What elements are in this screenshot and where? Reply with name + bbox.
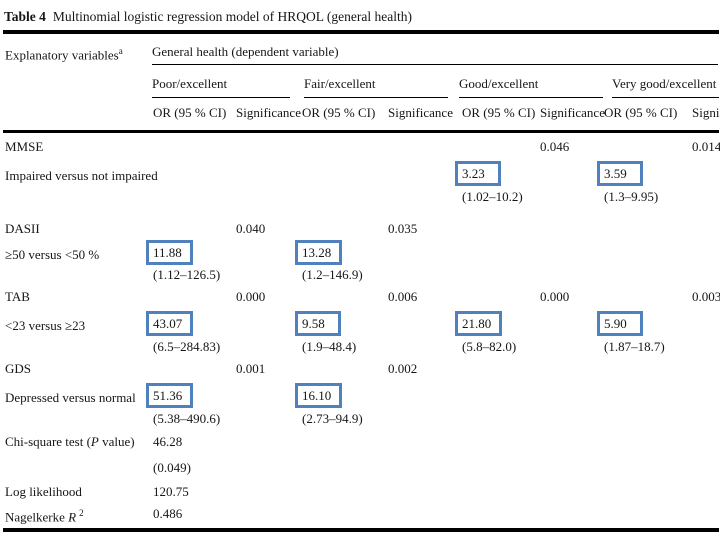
significance-header: Significance — [692, 105, 720, 120]
highlighted-or-value: 51.36 — [146, 383, 194, 408]
row-label: GDS — [5, 361, 32, 376]
statistic-value: 46.28 — [153, 434, 183, 449]
row-label: Impaired versus not impaired — [5, 168, 158, 183]
significance-value: 0.014 — [692, 139, 720, 154]
row-label: Log likelihood — [5, 484, 82, 499]
row-mmse-ci: (1.02–10.2) (1.3–9.95) — [0, 189, 720, 217]
ci-value: (1.9–48.4) — [302, 339, 357, 354]
significance-value: 0.002 — [388, 361, 418, 376]
dependent-variable-underline — [152, 64, 718, 65]
group-header-verygood: Very good/excellent — [612, 76, 719, 98]
highlighted-or-value: 3.59 — [597, 161, 643, 186]
header-rule — [3, 130, 719, 133]
table-caption: Multinomial logistic regression model of… — [52, 9, 412, 24]
ci-value: (1.12–126.5) — [153, 267, 221, 282]
row-log-likelihood: Log likelihood 120.75 — [0, 484, 720, 512]
highlighted-or-value: 9.58 — [295, 311, 341, 336]
row-label: DASII — [5, 221, 40, 236]
row-tab: TAB 0.000 0.006 0.000 0.003 — [0, 289, 720, 317]
significance-value: 0.046 — [540, 139, 570, 154]
ci-value: (1.3–9.95) — [604, 189, 659, 204]
highlighted-or-value: 16.10 — [295, 383, 343, 408]
ci-value: (5.8–82.0) — [462, 339, 517, 354]
row-mmse-impaired: Impaired versus not impaired 3.23 3.59 — [0, 161, 720, 189]
significance-value: 0.000 — [540, 289, 570, 304]
explanatory-variables-label: Explanatory variables — [5, 47, 119, 63]
significance-value: 0.001 — [236, 361, 266, 376]
row-tab-ci: (6.5–284.83) (1.9–48.4) (5.8–82.0) (1.87… — [0, 339, 720, 367]
top-rule — [3, 30, 719, 34]
highlighted-or-value: 13.28 — [295, 240, 343, 265]
row-chi-square-p: (0.049) — [0, 460, 720, 488]
significance-header: Significance — [388, 105, 453, 120]
significance-value: 0.006 — [388, 289, 418, 304]
statistic-value: 120.75 — [153, 484, 189, 499]
ci-value: (6.5–284.83) — [153, 339, 221, 354]
ci-value: (5.38–490.6) — [153, 411, 221, 426]
table-number: Table 4 — [4, 9, 46, 24]
table-title: Table 4 Multinomial logistic regression m… — [4, 9, 412, 25]
significance-header: Significance — [540, 105, 605, 120]
row-label: TAB — [5, 289, 30, 304]
or-ci-header: OR (95 % CI) — [462, 105, 536, 120]
row-dasii: DASII 0.040 0.035 — [0, 221, 720, 249]
dependent-variable-header: General health (dependent variable) — [152, 44, 339, 59]
row-label: MMSE — [5, 139, 44, 154]
ci-value: (1.87–18.7) — [604, 339, 665, 354]
row-dasii-50: ≥50 versus <50 % 11.88 13.28 — [0, 240, 720, 268]
or-ci-header: OR (95 % CI) — [153, 105, 227, 120]
ci-value: (1.2–146.9) — [302, 267, 363, 282]
highlighted-or-value: 43.07 — [146, 311, 194, 336]
significance-value: 0.003 — [692, 289, 720, 304]
statistic-value: (0.049) — [153, 460, 191, 475]
or-ci-header: OR (95 % CI) — [302, 105, 376, 120]
bottom-rule — [3, 528, 719, 532]
significance-header: Significance — [236, 105, 301, 120]
row-dasii-ci: (1.12–126.5) (1.2–146.9) — [0, 267, 720, 295]
row-label: <23 versus ≥23 — [5, 318, 86, 333]
ci-value: (2.73–94.9) — [302, 411, 363, 426]
significance-value: 0.040 — [236, 221, 266, 236]
row-gds-depressed: Depressed versus normal 51.36 16.10 — [0, 383, 720, 411]
highlighted-or-value: 3.23 — [455, 161, 501, 186]
row-mmse: MMSE 0.046 0.014 — [0, 139, 720, 167]
or-ci-header: OR (95 % CI) — [604, 105, 678, 120]
row-label: Chi-square test (P value) — [5, 434, 135, 449]
row-gds-ci: (5.38–490.6) (2.73–94.9) — [0, 411, 720, 439]
statistic-value: 0.486 — [153, 506, 183, 521]
highlighted-or-value: 11.88 — [146, 240, 193, 265]
group-header-poor: Poor/excellent — [152, 76, 290, 98]
group-header-fair: Fair/excellent — [304, 76, 448, 98]
row-label: ≥50 versus <50 % — [5, 247, 100, 262]
highlighted-or-value: 5.90 — [597, 311, 643, 336]
highlighted-or-value: 21.80 — [455, 311, 503, 336]
significance-value: 0.000 — [236, 289, 266, 304]
ci-value: (1.02–10.2) — [462, 189, 523, 204]
row-chi-square: Chi-square test (P value) 46.28 — [0, 434, 720, 462]
row-gds: GDS 0.001 0.002 — [0, 361, 720, 389]
footnote-marker: a — [118, 46, 123, 56]
row-label: Depressed versus normal — [5, 390, 136, 405]
group-header-good: Good/excellent — [459, 76, 603, 98]
row-tab-23: <23 versus ≥23 43.07 9.58 21.80 5.90 — [0, 311, 720, 339]
explanatory-variables-header: Explanatory variablesa — [5, 44, 123, 62]
significance-value: 0.035 — [388, 221, 418, 236]
